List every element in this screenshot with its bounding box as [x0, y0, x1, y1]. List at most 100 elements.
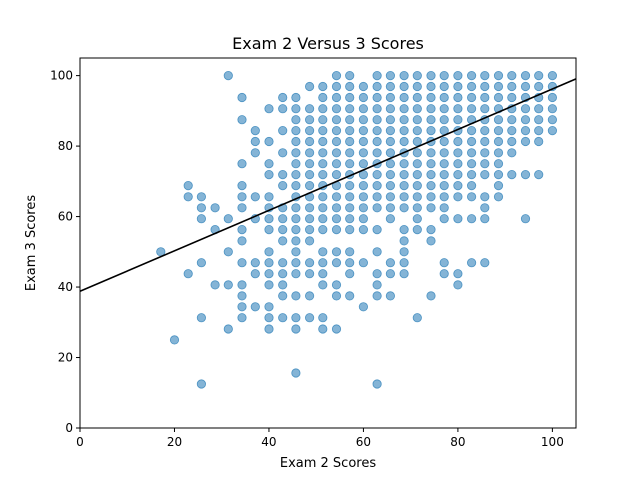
data-point: [264, 214, 274, 224]
data-point: [318, 203, 328, 213]
data-point: [399, 225, 409, 235]
data-point: [345, 71, 355, 81]
data-point: [223, 247, 233, 257]
data-point: [345, 159, 355, 169]
data-point: [493, 148, 504, 158]
data-point: [480, 214, 490, 224]
data-point: [426, 170, 436, 180]
data-point: [278, 148, 288, 158]
data-point: [250, 136, 260, 147]
data-point: [318, 313, 328, 323]
data-point: [304, 104, 315, 114]
data-point: [331, 81, 342, 92]
data-point: [520, 126, 531, 136]
data-point: [304, 214, 315, 224]
data-point: [385, 81, 395, 92]
data-point: [345, 126, 355, 136]
data-point: [358, 136, 368, 147]
data-point: [426, 71, 436, 81]
data-point: [345, 247, 355, 257]
data-point: [331, 247, 342, 257]
data-point: [466, 104, 477, 114]
data-point: [196, 203, 206, 213]
data-point: [493, 181, 504, 191]
data-point: [331, 225, 342, 235]
data-point: [466, 126, 477, 136]
data-point: [250, 126, 260, 136]
data-point: [453, 214, 463, 224]
data-point: [480, 192, 490, 202]
data-point: [291, 115, 301, 125]
data-point: [453, 192, 463, 202]
data-point: [183, 192, 193, 202]
data-point: [480, 136, 490, 147]
data-point: [453, 81, 463, 92]
data-point: [426, 291, 436, 301]
data-point: [291, 92, 301, 103]
data-point: [345, 258, 355, 268]
data-point: [534, 170, 544, 180]
data-point: [331, 136, 342, 147]
data-point: [466, 148, 477, 158]
data-point: [291, 181, 301, 191]
y-tick-label: 60: [58, 210, 73, 224]
data-point: [372, 192, 382, 202]
data-point: [534, 81, 544, 92]
points-layer: [156, 71, 558, 389]
data-point: [264, 192, 274, 202]
data-point: [345, 136, 355, 147]
data-point: [426, 159, 436, 169]
data-point: [385, 136, 395, 147]
data-point: [237, 159, 247, 169]
data-point: [547, 71, 558, 81]
data-point: [426, 81, 436, 92]
data-point: [237, 192, 247, 202]
data-point: [345, 214, 355, 224]
data-point: [345, 115, 355, 125]
chart-title: Exam 2 Versus 3 Scores: [232, 34, 424, 53]
data-point: [250, 192, 260, 202]
data-point: [278, 236, 288, 246]
data-point: [372, 269, 382, 279]
data-point: [412, 104, 422, 114]
data-point: [196, 192, 206, 202]
data-point: [399, 203, 409, 213]
data-point: [358, 192, 368, 202]
data-point: [237, 115, 247, 125]
data-point: [331, 92, 342, 103]
data-point: [480, 258, 490, 268]
data-point: [547, 104, 558, 114]
data-point: [331, 192, 342, 202]
data-point: [534, 115, 544, 125]
data-point: [399, 81, 409, 92]
data-point: [331, 203, 342, 213]
data-point: [278, 269, 288, 279]
data-point: [493, 192, 504, 202]
data-point: [466, 81, 477, 92]
data-point: [480, 126, 490, 136]
x-tick-label: 80: [450, 435, 465, 449]
data-point: [278, 92, 288, 103]
data-point: [385, 181, 395, 191]
data-point: [426, 225, 436, 235]
data-point: [534, 126, 544, 136]
data-point: [331, 324, 342, 334]
data-point: [264, 136, 274, 147]
data-point: [493, 81, 504, 92]
data-point: [372, 203, 382, 213]
data-point: [304, 81, 315, 92]
data-point: [466, 258, 477, 268]
data-point: [358, 159, 368, 169]
data-point: [412, 214, 422, 224]
data-point: [318, 192, 328, 202]
x-axis-label: Exam 2 Scores: [280, 456, 376, 471]
data-point: [358, 115, 368, 125]
data-point: [534, 136, 544, 147]
data-point: [291, 247, 301, 257]
data-point: [547, 126, 558, 136]
data-point: [466, 92, 477, 103]
data-point: [520, 214, 531, 224]
data-point: [426, 192, 436, 202]
data-point: [372, 291, 382, 301]
data-point: [304, 181, 315, 191]
